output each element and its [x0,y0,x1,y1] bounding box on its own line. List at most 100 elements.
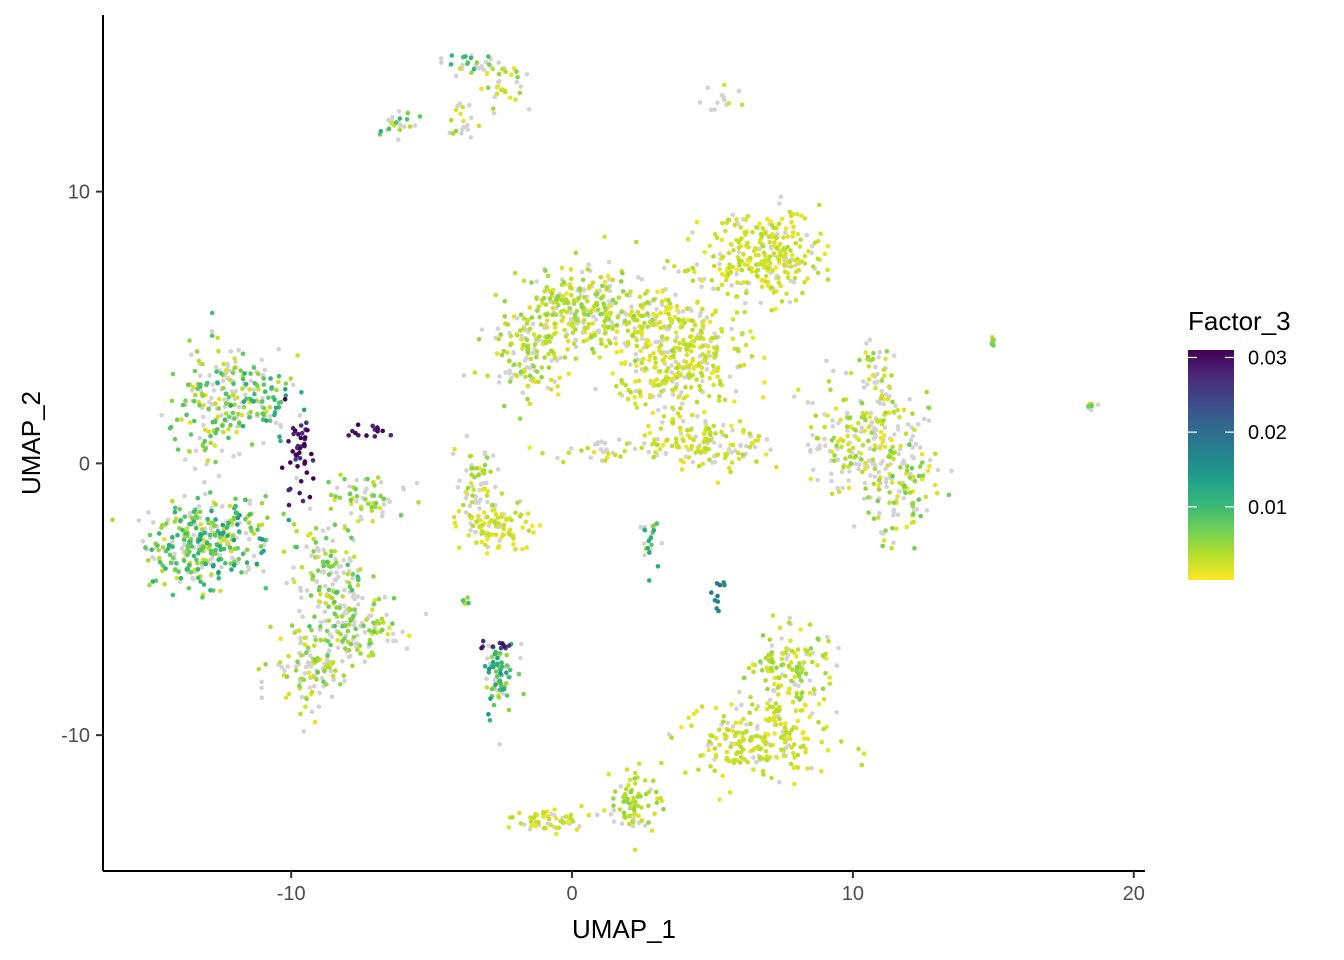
data-point [717,742,722,748]
data-point [912,545,917,551]
data-point-na [730,212,736,218]
data-point [205,540,210,546]
data-point [734,267,740,273]
data-point-na [754,726,760,732]
data-point [496,336,502,342]
data-point [248,409,253,415]
data-point [302,642,308,647]
data-point-na [146,510,151,515]
data-point [878,435,884,441]
data-point [772,731,777,736]
data-point-na [493,484,498,490]
data-point [711,423,717,429]
data-point [522,369,527,375]
data-point [827,681,833,686]
data-point [639,818,644,823]
data-point [254,561,260,567]
data-point [527,373,533,379]
data-point [485,85,491,90]
data-point [991,343,996,348]
data-point [776,257,782,262]
data-point [200,403,206,408]
data-point [559,265,565,271]
data-point [314,677,319,682]
data-point-na [830,418,835,423]
data-point [238,368,244,374]
data-point-na [593,317,599,322]
data-point [332,497,337,503]
data-point-na [736,689,742,695]
data-point-na [866,458,872,464]
data-point-na [335,485,340,491]
data-point-na [872,474,878,480]
data-point-na [682,375,687,380]
data-point [512,270,518,276]
data-point [727,262,732,267]
data-point [606,771,612,777]
data-point-na [729,450,734,455]
data-point [897,414,902,420]
data-point [647,550,652,555]
data-point [700,461,706,467]
data-point [224,368,229,373]
data-point [235,522,240,527]
data-point [309,451,314,457]
data-point [471,487,476,492]
data-point-na [192,466,198,472]
data-point [610,371,615,376]
data-point-na [293,664,299,669]
data-point [347,584,353,589]
data-point [904,524,910,530]
data-point [510,815,515,820]
data-point [313,525,319,531]
data-point [502,314,508,319]
data-point [876,483,881,488]
data-point-na [663,451,668,457]
data-point-na [712,107,717,112]
data-point [371,493,377,498]
data-point [472,474,477,480]
data-point [676,394,681,400]
data-point [784,730,789,735]
data-point [185,567,190,572]
data-point-na [213,364,219,370]
data-point [904,468,910,474]
data-point [642,433,648,438]
data-point [457,66,463,71]
data-point [756,434,762,439]
data-point [739,739,744,744]
data-point [723,736,728,742]
data-point [834,443,839,449]
data-point-na [669,370,674,375]
data-point [357,643,363,649]
data-point [527,401,533,407]
data-point [866,438,871,444]
data-point [627,821,632,827]
data-point-na [867,446,873,452]
data-point [861,751,867,756]
data-point [150,579,156,584]
data-point-na [316,604,321,609]
data-point-na [596,330,601,335]
data-point [528,356,534,362]
data-point [524,545,529,550]
data-point [217,531,223,536]
data-point-na [778,194,784,200]
data-point [916,473,922,479]
data-point-na [273,420,279,426]
data-point [585,267,590,272]
data-point-na [703,418,708,424]
data-point [514,333,520,338]
data-point-na [729,326,734,332]
data-point [267,405,273,410]
data-point-na [738,443,743,449]
data-point [579,302,584,307]
data-point [354,494,360,499]
data-point-na [659,540,665,546]
data-point [312,657,318,662]
data-point [706,393,712,399]
data-point [614,350,620,355]
data-point [876,487,882,492]
data-point [772,675,778,681]
data-point [488,469,493,475]
